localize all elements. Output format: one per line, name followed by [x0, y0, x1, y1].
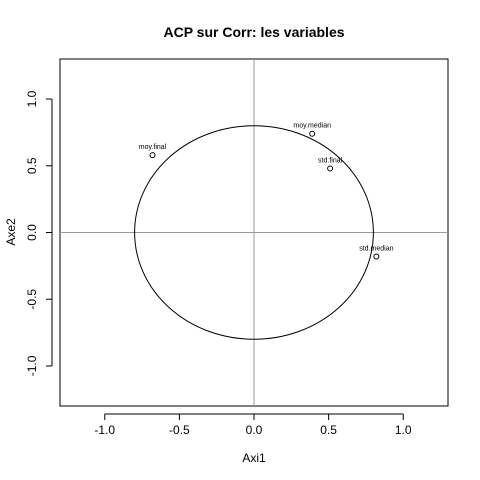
chart-title: ACP sur Corr: les variables	[163, 24, 344, 40]
y-axis: -1.0 -0.5 0.0 0.5 1.0	[25, 90, 53, 376]
point-std-final	[327, 165, 334, 172]
y-tick-label: 0.0	[25, 224, 39, 241]
x-axis-label: Axi1	[242, 451, 266, 465]
point-label-std-final: std.final	[318, 157, 343, 164]
y-tick-label: 1.0	[25, 90, 39, 107]
reference-lines	[60, 59, 448, 406]
x-axis: -1.0 -0.5 0.0 0.5 1.0	[94, 413, 412, 437]
x-tick-label: -1.0	[94, 423, 115, 437]
y-tick-label: -1.0	[25, 355, 39, 376]
point-label-std-median: std.median	[359, 246, 393, 253]
correlation-circle	[134, 125, 374, 340]
point-label-moy-median: moy.median	[293, 123, 331, 130]
data-points: moy.final moy.median std.final std.median	[139, 123, 394, 260]
x-tick-label: -0.5	[169, 423, 190, 437]
x-tick-label: 1.0	[395, 423, 412, 437]
point-moy-median	[309, 130, 316, 137]
point-moy-final	[149, 152, 156, 159]
x-tick-label: 0.0	[246, 423, 263, 437]
y-tick-label: -0.5	[25, 289, 39, 310]
point-std-median	[373, 253, 380, 260]
x-tick-label: 0.5	[320, 423, 337, 437]
y-axis-label: Axe2	[4, 218, 18, 246]
point-label-moy-final: moy.final	[139, 144, 167, 151]
y-tick-label: 0.5	[25, 157, 39, 174]
